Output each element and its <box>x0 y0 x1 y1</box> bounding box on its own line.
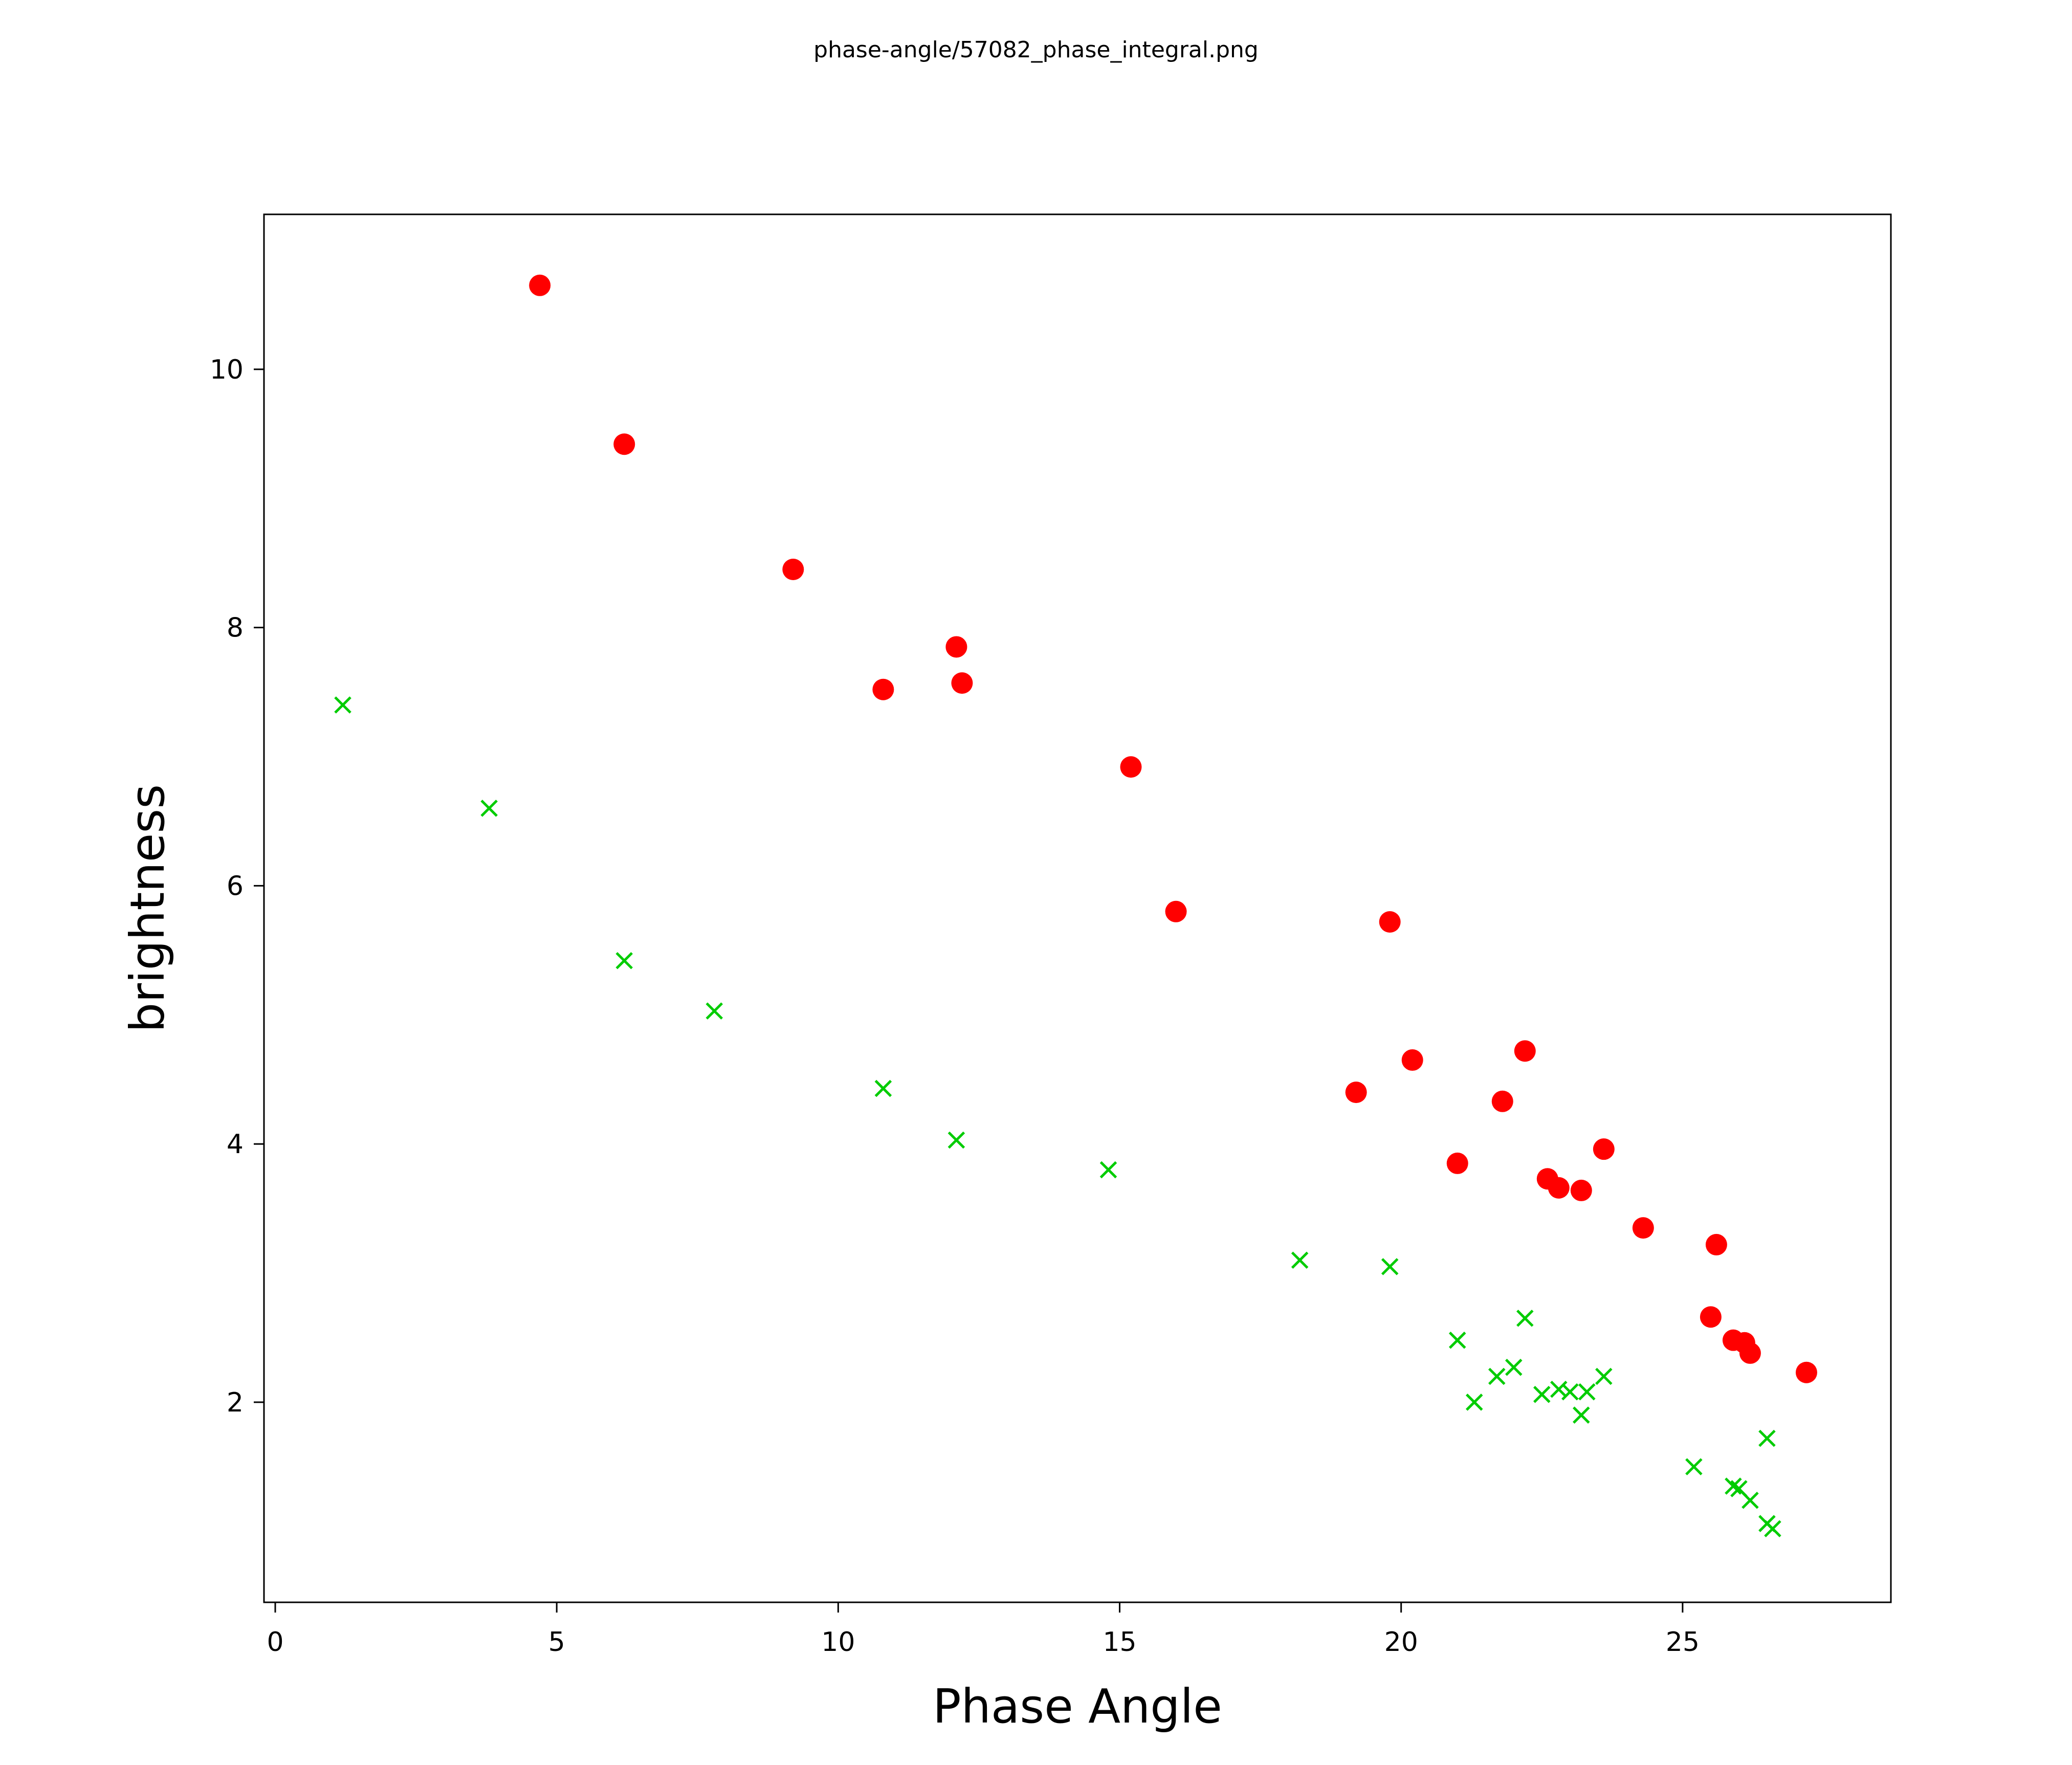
data-point-green-crosses <box>1578 1383 1596 1401</box>
data-point-green-crosses <box>1758 1429 1776 1447</box>
data-point-red-circles <box>1548 1177 1570 1199</box>
x-tick-label: 20 <box>1384 1627 1418 1658</box>
y-tick-label: 8 <box>227 613 244 644</box>
data-point-green-crosses <box>1742 1491 1759 1509</box>
data-point-green-crosses <box>1533 1385 1551 1403</box>
data-point-green-crosses <box>1381 1258 1399 1275</box>
data-point-red-circles <box>951 672 973 694</box>
data-point-green-crosses <box>480 800 498 817</box>
data-point-red-circles <box>872 678 894 700</box>
data-point-red-circles <box>1514 1040 1536 1062</box>
data-point-green-crosses <box>615 952 633 969</box>
data-point-red-circles <box>945 636 967 658</box>
data-point-red-circles <box>529 274 551 296</box>
data-point-green-crosses <box>1099 1161 1117 1179</box>
data-point-red-circles <box>1401 1049 1423 1071</box>
data-point-red-circles <box>782 559 804 581</box>
data-point-green-crosses <box>1764 1520 1781 1537</box>
data-point-red-circles <box>1120 756 1142 778</box>
plot-frame <box>263 213 1892 1603</box>
y-tick-label: 6 <box>227 871 244 901</box>
data-point-green-crosses <box>1595 1367 1613 1385</box>
data-point-green-crosses <box>1561 1383 1579 1401</box>
data-point-green-crosses <box>1516 1310 1534 1327</box>
data-point-red-circles <box>1570 1179 1592 1201</box>
data-point-red-circles <box>1345 1082 1367 1104</box>
data-point-green-crosses <box>334 696 351 714</box>
data-point-red-circles <box>1700 1306 1722 1328</box>
x-tick-label: 0 <box>267 1627 283 1658</box>
data-point-red-circles <box>613 433 635 455</box>
x-tick-label: 10 <box>821 1627 855 1658</box>
data-point-green-crosses <box>1725 1477 1742 1495</box>
data-point-green-crosses <box>1505 1358 1523 1376</box>
data-point-red-circles <box>1795 1361 1817 1383</box>
data-point-green-crosses <box>1448 1331 1466 1349</box>
data-point-red-circles <box>1491 1090 1513 1112</box>
data-point-red-circles <box>1165 900 1187 922</box>
data-point-red-circles <box>1379 911 1401 933</box>
data-point-green-crosses <box>1465 1394 1483 1411</box>
data-point-green-crosses <box>1488 1367 1506 1385</box>
x-tick-label: 15 <box>1103 1627 1136 1658</box>
data-point-red-circles <box>1739 1342 1761 1364</box>
data-point-green-crosses <box>1685 1458 1703 1475</box>
data-point-green-crosses <box>947 1131 965 1149</box>
x-axis-label: Phase Angle <box>933 1679 1222 1734</box>
x-tick-label: 25 <box>1666 1627 1700 1658</box>
y-tick-label: 10 <box>210 355 244 385</box>
data-point-red-circles <box>1632 1217 1654 1239</box>
data-point-red-circles <box>1446 1152 1468 1174</box>
y-tick-label: 2 <box>227 1387 244 1418</box>
x-tick-label: 5 <box>548 1627 565 1658</box>
y-tick-label: 4 <box>227 1129 244 1160</box>
figure-title: phase-angle/57082_phase_integral.png <box>813 37 1259 63</box>
data-point-green-crosses <box>874 1079 892 1097</box>
data-point-red-circles <box>1593 1138 1615 1160</box>
data-point-green-crosses <box>1573 1406 1590 1424</box>
data-point-green-crosses <box>1550 1380 1568 1398</box>
data-point-red-circles <box>1705 1233 1727 1255</box>
data-point-green-crosses <box>706 1002 723 1020</box>
y-axis-label: brightness <box>120 784 175 1032</box>
data-point-green-crosses <box>1291 1251 1309 1269</box>
